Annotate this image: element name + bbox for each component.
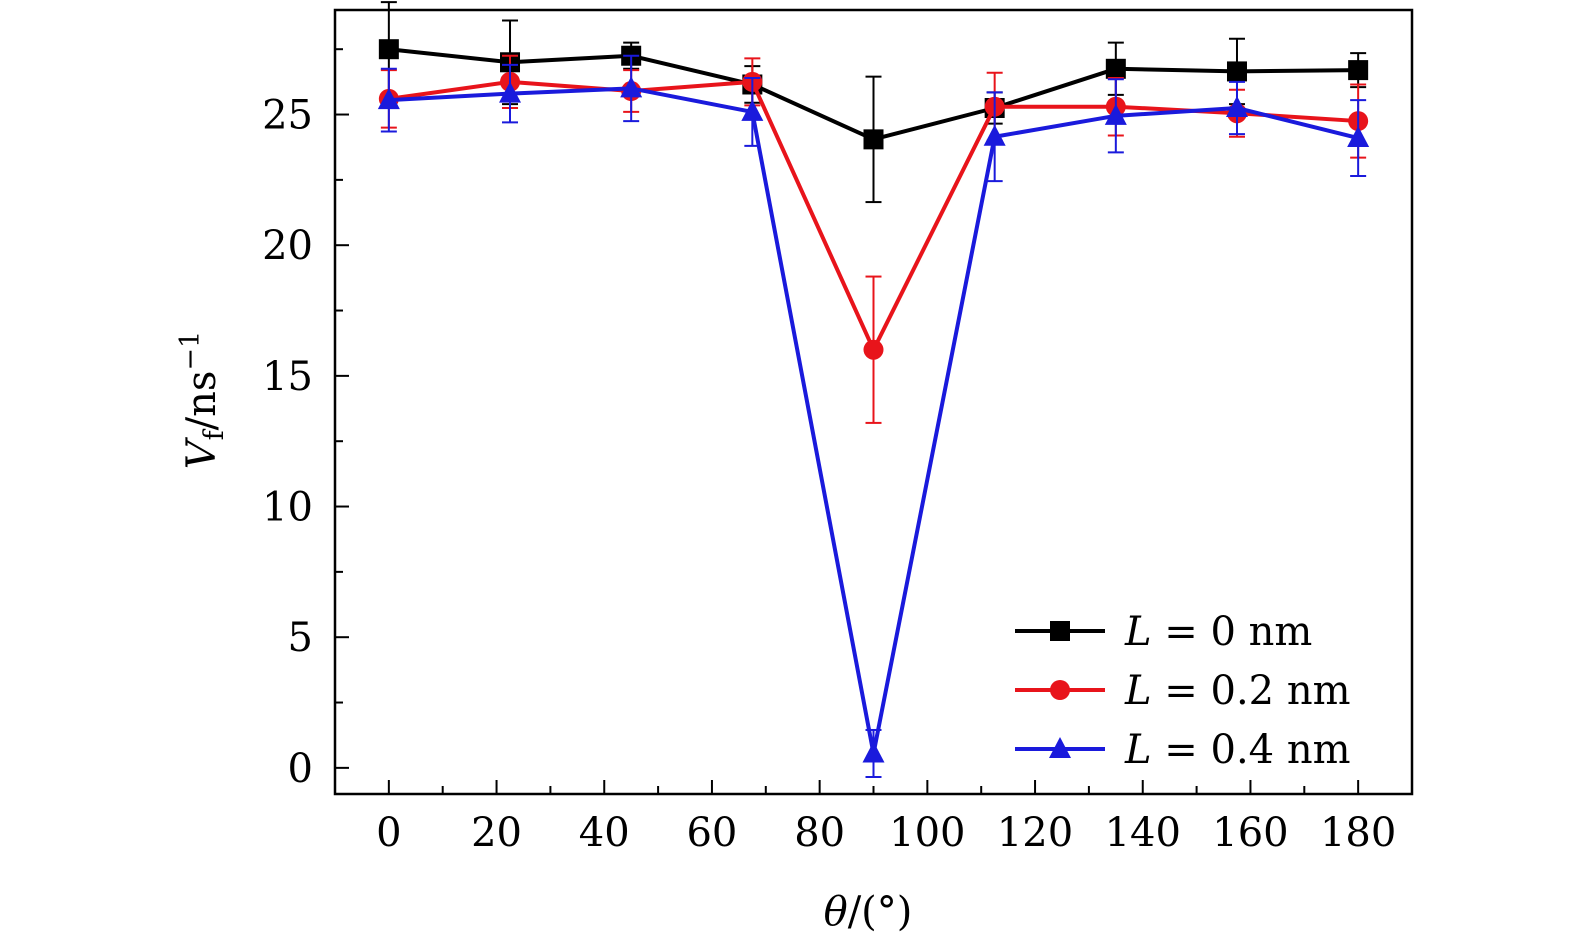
legend-marker-square <box>1050 621 1070 641</box>
series-layer <box>377 1 1370 779</box>
x-tick-label: 80 <box>794 810 845 856</box>
x-tick-label: 60 <box>686 810 737 856</box>
data-point <box>863 129 884 150</box>
legend-label-l04: L = 0.4 nm <box>1124 727 1351 773</box>
legend-marker-circle <box>1050 680 1070 700</box>
x-tick-label: 100 <box>889 810 965 856</box>
tick-labels-layer: 0 20 40 60 80 100 120 140 160 180 0 5 10 15 20 25 <box>262 93 1396 856</box>
data-point <box>1104 103 1127 125</box>
legend-entry-l04: L = 0.4 nm <box>1015 727 1351 773</box>
axis-ticks-layer <box>334 48 1413 794</box>
x-tick-label: 140 <box>1105 810 1181 856</box>
legend: L = 0 nm L = 0.2 nm L = 0.4 nm <box>1015 609 1351 773</box>
legend-label-l0: L = 0 nm <box>1124 609 1312 655</box>
y-axis-title: Vf/ns−1 <box>175 331 230 469</box>
data-point <box>377 88 400 110</box>
y-tick-label: 5 <box>288 615 313 661</box>
legend-marker-triangle <box>1049 737 1071 758</box>
x-tick-label: 180 <box>1320 810 1396 856</box>
data-point <box>862 741 885 763</box>
x-tick-label: 160 <box>1212 810 1288 856</box>
data-point <box>378 39 399 60</box>
x-tick-label: 40 <box>579 810 630 856</box>
data-point <box>741 99 764 121</box>
series-2 <box>377 54 1370 779</box>
plot-frame <box>333 8 1414 796</box>
x-axis-title: θ/(°) <box>824 889 913 935</box>
data-point <box>1347 126 1370 148</box>
y-tick-label: 15 <box>262 354 313 400</box>
y-tick-label: 20 <box>262 223 313 269</box>
x-tick-label: 0 <box>376 810 401 856</box>
x-tick-label: 20 <box>471 810 522 856</box>
y-tick-label: 0 <box>288 746 313 792</box>
data-point <box>620 76 643 98</box>
y-tick-label: 10 <box>262 485 313 531</box>
data-point <box>1225 96 1248 117</box>
data-point <box>499 81 522 103</box>
legend-entry-l0: L = 0 nm <box>1015 609 1312 655</box>
data-point <box>863 339 884 360</box>
x-tick-label: 120 <box>997 810 1073 856</box>
legend-label-l02: L = 0.2 nm <box>1124 668 1351 714</box>
data-point <box>983 124 1006 146</box>
legend-entry-l02: L = 0.2 nm <box>1015 668 1351 714</box>
series-0 <box>378 1 1369 204</box>
data-point <box>1105 58 1126 79</box>
data-point <box>1226 61 1247 82</box>
y-tick-label: 25 <box>262 93 313 139</box>
data-point <box>1348 60 1369 81</box>
